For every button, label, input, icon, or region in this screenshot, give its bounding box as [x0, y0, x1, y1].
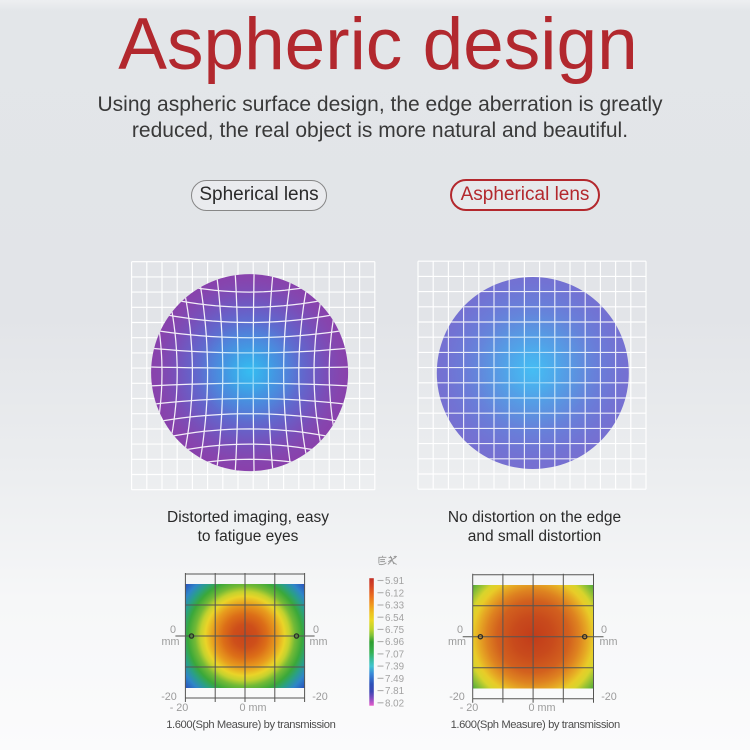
- svg-text:0: 0: [313, 624, 319, 636]
- svg-text:mm: mm: [162, 636, 180, 648]
- svg-text:0: 0: [601, 624, 607, 636]
- svg-text:0: 0: [170, 624, 176, 636]
- svg-text:-20: -20: [161, 691, 177, 703]
- svg-text:6.96: 6.96: [385, 637, 405, 648]
- svg-text:6.33: 6.33: [385, 601, 405, 612]
- svg-text:0 mm: 0 mm: [529, 702, 556, 714]
- svg-text:6.54: 6.54: [385, 613, 405, 624]
- svg-text:7.49: 7.49: [385, 674, 404, 685]
- svg-text:- 20: - 20: [460, 702, 479, 714]
- svg-text:6.75: 6.75: [385, 625, 405, 636]
- svg-text:-20: -20: [449, 691, 465, 703]
- svg-text:6.12: 6.12: [385, 588, 404, 599]
- svg-text:-20: -20: [601, 691, 617, 703]
- svg-text:5.91: 5.91: [385, 576, 404, 587]
- svg-text:8.02: 8.02: [385, 698, 404, 709]
- svg-text:- 20: - 20: [170, 702, 189, 714]
- svg-text:mm: mm: [600, 636, 618, 648]
- svg-text:7.07: 7.07: [385, 650, 404, 661]
- svg-text:0: 0: [457, 624, 463, 636]
- svg-text:-20: -20: [312, 691, 328, 703]
- svg-text:0 mm: 0 mm: [240, 702, 267, 714]
- svg-text:mm: mm: [310, 636, 328, 648]
- svg-text:7.39: 7.39: [385, 662, 404, 673]
- svg-text:mm: mm: [448, 636, 466, 648]
- svg-text:7.81: 7.81: [385, 686, 404, 697]
